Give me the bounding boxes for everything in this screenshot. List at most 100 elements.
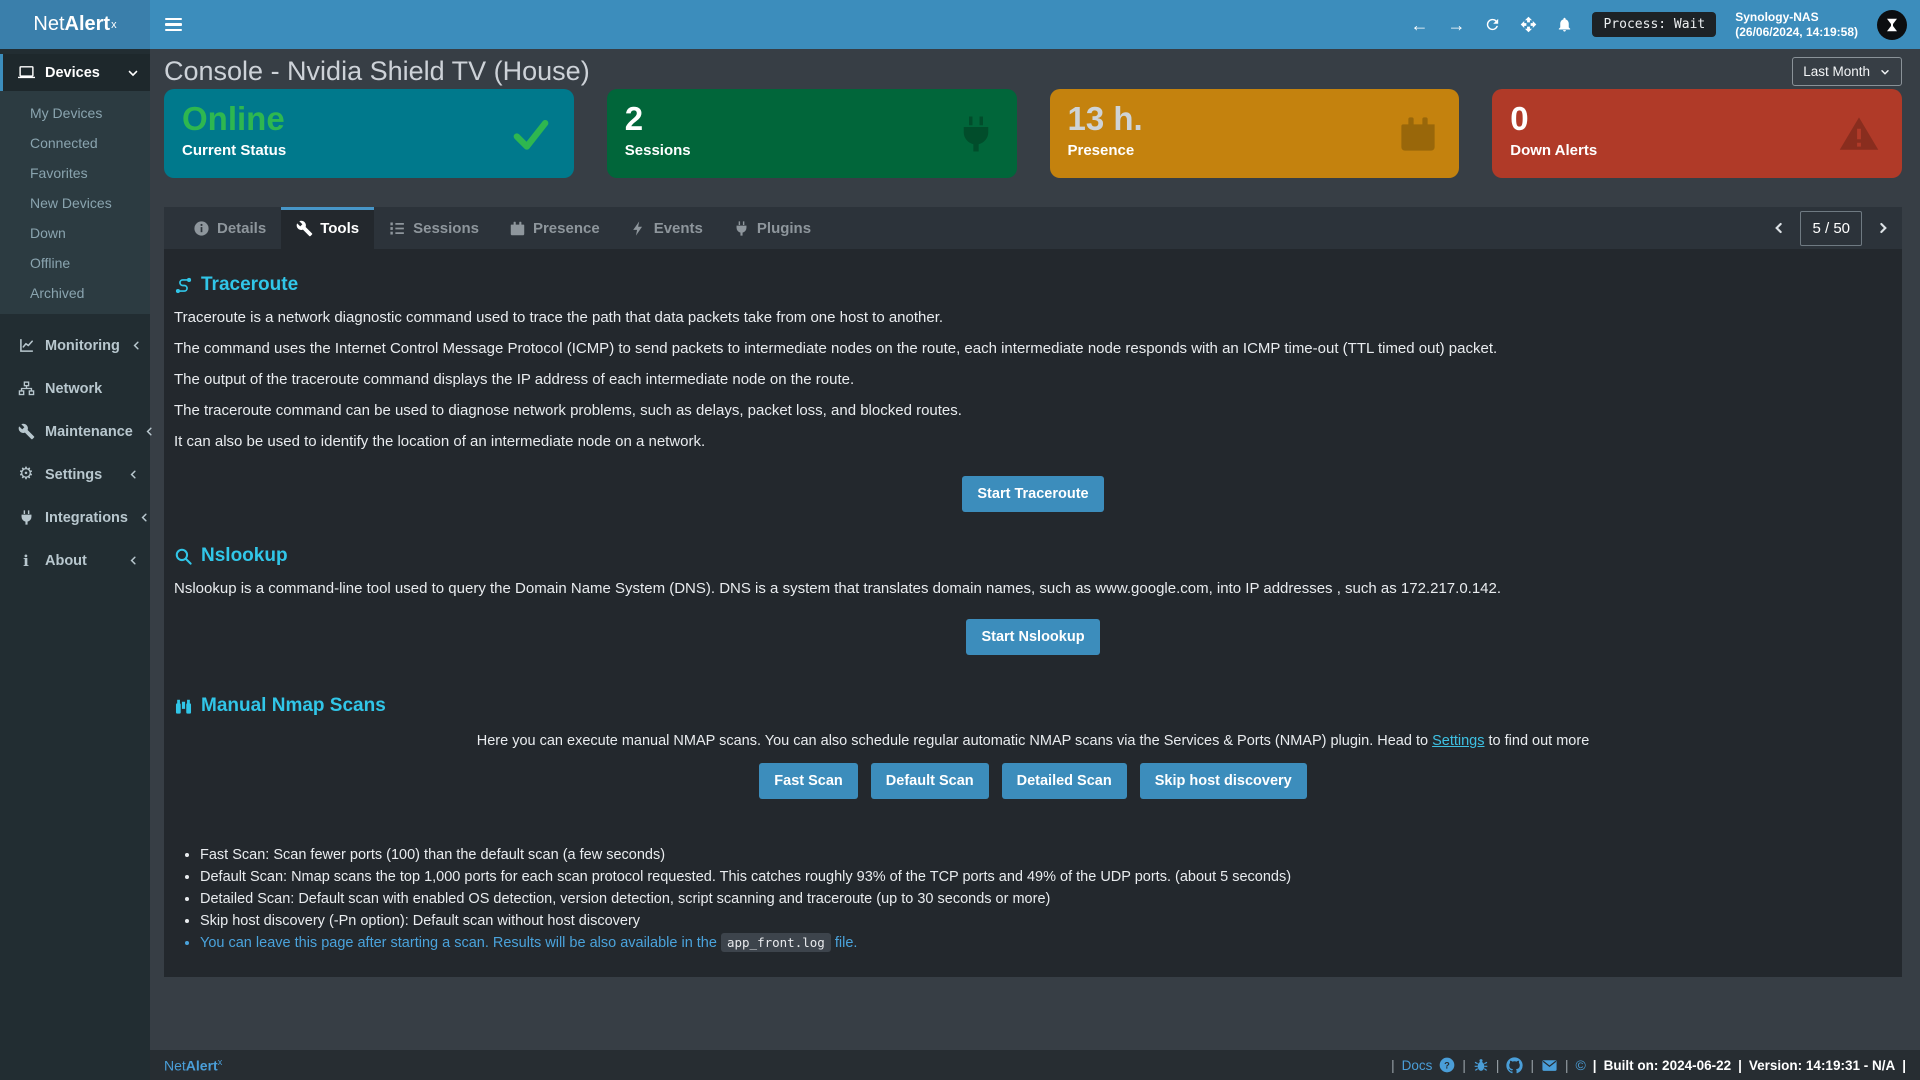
process-status-badge: Process: Wait [1592, 12, 1717, 37]
version-info: Version: 14:19:31 - N/A [1748, 1057, 1896, 1073]
scan-description: Skip host discovery (-Pn option): Defaul… [200, 913, 1892, 929]
detailed-scan-button[interactable]: Detailed Scan [1001, 763, 1127, 799]
forward-arrow-icon[interactable]: → [1447, 14, 1466, 35]
card-sessions[interactable]: 2 Sessions [606, 89, 1017, 178]
refresh-icon[interactable] [1484, 16, 1501, 33]
chevron-left-icon [138, 511, 151, 524]
chevron-left-icon [127, 468, 140, 481]
device-pager: 5 / 50 [1767, 210, 1895, 246]
chevron-left-icon [130, 339, 143, 352]
card-down-alerts[interactable]: 0 Down Alerts [1492, 89, 1902, 178]
traceroute-paragraph: It can also be used to identify the loca… [174, 433, 706, 450]
brand-logo[interactable]: Net Alert x [0, 0, 150, 49]
calendar-icon [510, 221, 525, 235]
topbar-main: ← → Process: Wait Synology-NAS (26/06/20… [150, 0, 1920, 49]
list-ol-icon [390, 221, 404, 235]
skip-host-discovery-button[interactable]: Skip host discovery [1139, 763, 1307, 799]
chart-icon [17, 337, 35, 354]
sidebar-item-favorites[interactable]: Favorites [30, 165, 88, 181]
sidebar-item-about[interactable]: i About [0, 539, 150, 582]
start-traceroute-button[interactable]: Start Traceroute [962, 476, 1104, 512]
sidebar-item-network[interactable]: Network [0, 367, 150, 410]
chevron-down-icon [1881, 69, 1889, 75]
route-icon [175, 277, 192, 293]
traceroute-paragraph: Traceroute is a network diagnostic comma… [174, 309, 944, 326]
card-presence[interactable]: 13 h. Presence [1049, 89, 1460, 178]
tools-tab-content: Traceroute Traceroute is a network diagn… [164, 249, 1902, 977]
info-icon: i [23, 551, 29, 570]
sidebar-toggle-button[interactable] [150, 0, 196, 49]
status-cards: Online Current Status 2 Sessions 13 h. P… [164, 89, 1902, 178]
nslookup-section-title: Nslookup [174, 545, 1892, 567]
nmap-intro: Here you can execute manual NMAP scans. … [476, 733, 1590, 749]
tab-sessions[interactable]: Sessions [374, 207, 494, 249]
sidebar-item-offline[interactable]: Offline [30, 255, 71, 271]
traceroute-paragraph: The output of the traceroute command dis… [174, 371, 855, 388]
scan-description: Detailed Scan: Default scan with enabled… [200, 891, 1892, 907]
info-circle-icon [194, 220, 209, 236]
chevron-left-icon [143, 425, 156, 438]
tab-events[interactable]: Events [615, 207, 718, 249]
sidebar-item-maintenance[interactable]: Maintenance [0, 410, 152, 453]
warning-icon [1836, 113, 1882, 155]
settings-link[interactable]: Settings [1432, 733, 1485, 749]
chevron-left-icon [127, 554, 140, 567]
envelope-icon[interactable] [1541, 1057, 1558, 1074]
plug-icon [736, 220, 747, 236]
start-nslookup-button[interactable]: Start Nslookup [966, 619, 1100, 655]
fast-scan-button[interactable]: Fast Scan [759, 763, 858, 799]
avatar[interactable] [1877, 9, 1907, 40]
footer-brand-link[interactable]: NetAlertx [164, 1056, 223, 1074]
page-title: Console - Nvidia Shield TV (House) [164, 56, 590, 86]
pager-next-button[interactable] [1871, 216, 1895, 240]
back-arrow-icon[interactable]: ← [1410, 14, 1429, 35]
date-range-select[interactable]: Last Month [1792, 57, 1902, 86]
card-value: 2 [624, 100, 644, 137]
sidebar-item-settings[interactable]: ⚙ Settings [0, 453, 150, 496]
scan-description: Fast Scan: Scan fewer ports (100) than t… [200, 847, 1892, 863]
tab-plugins[interactable]: Plugins [718, 207, 826, 249]
date-range-value: Last Month [1803, 64, 1870, 79]
copyright-icon[interactable]: © [1575, 1057, 1586, 1073]
docs-link[interactable]: Docs [1401, 1057, 1433, 1073]
main-content: Console - Nvidia Shield TV (House) Last … [150, 49, 1920, 1050]
github-icon[interactable] [1506, 1056, 1524, 1074]
card-label: Presence [1067, 142, 1135, 159]
laptop-icon [17, 64, 35, 81]
question-circle-icon[interactable]: ? [1439, 1057, 1455, 1073]
sidebar-item-down[interactable]: Down [30, 225, 66, 241]
sidebar: Devices My Devices Connected Favorites N… [0, 49, 152, 1080]
tab-presence[interactable]: Presence [494, 207, 615, 249]
move-icon[interactable] [1520, 16, 1537, 33]
host-info: Synology-NAS (26/06/2024, 14:19:58) [1735, 10, 1858, 40]
tab-bar: Details Tools Sessions Presence Events P… [164, 207, 1902, 249]
sidebar-item-integrations[interactable]: Integrations [0, 496, 150, 539]
sidebar-item-label: Settings [45, 466, 103, 483]
sidebar-item-connected[interactable]: Connected [30, 135, 98, 151]
default-scan-button[interactable]: Default Scan [870, 763, 989, 799]
sidebar-item-new-devices[interactable]: New Devices [30, 195, 112, 211]
sidebar-item-monitoring[interactable]: Monitoring [0, 324, 150, 367]
sidebar-item-label: Devices [45, 64, 100, 81]
scan-description: Default Scan: Nmap scans the top 1,000 p… [200, 869, 1892, 885]
bell-icon[interactable] [1556, 16, 1573, 33]
pager-prev-button[interactable] [1767, 216, 1791, 240]
sidebar-item-label: Maintenance [45, 423, 133, 440]
brand-text: Net [33, 13, 65, 35]
build-date: Built on: 2024-06-22 [1603, 1057, 1732, 1073]
sidebar-item-my-devices[interactable]: My Devices [30, 105, 103, 121]
card-current-status[interactable]: Online Current Status [164, 89, 574, 178]
sidebar-item-devices[interactable]: Devices [0, 54, 150, 91]
sidebar-item-archived[interactable]: Archived [30, 285, 85, 301]
search-icon [175, 548, 192, 565]
bug-icon[interactable] [1473, 1057, 1489, 1073]
sidebar-item-label: Network [45, 380, 103, 397]
sidebar-item-label: About [45, 552, 87, 569]
tab-tools[interactable]: Tools [281, 207, 375, 249]
plug-icon [17, 509, 35, 526]
card-label: Current Status [182, 142, 287, 159]
card-value: Online [182, 100, 285, 137]
check-icon [508, 114, 554, 154]
tab-details[interactable]: Details [178, 207, 281, 249]
devices-submenu: My Devices Connected Favorites New Devic… [0, 91, 150, 314]
